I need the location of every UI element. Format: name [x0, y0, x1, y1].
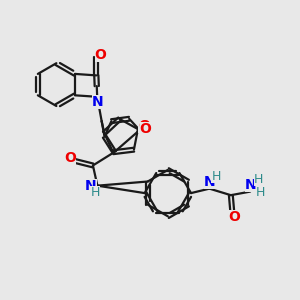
Text: O: O [138, 119, 150, 133]
Text: O: O [140, 122, 152, 136]
Text: O: O [64, 151, 76, 165]
Text: H: H [90, 186, 100, 199]
Text: N: N [92, 95, 103, 109]
Text: H: H [211, 170, 221, 183]
Text: O: O [228, 211, 240, 224]
Text: H: H [256, 186, 265, 199]
Text: O: O [94, 49, 106, 62]
Text: N: N [204, 175, 215, 189]
Text: N: N [85, 179, 97, 193]
Text: N: N [245, 178, 256, 192]
Text: H: H [254, 172, 263, 186]
